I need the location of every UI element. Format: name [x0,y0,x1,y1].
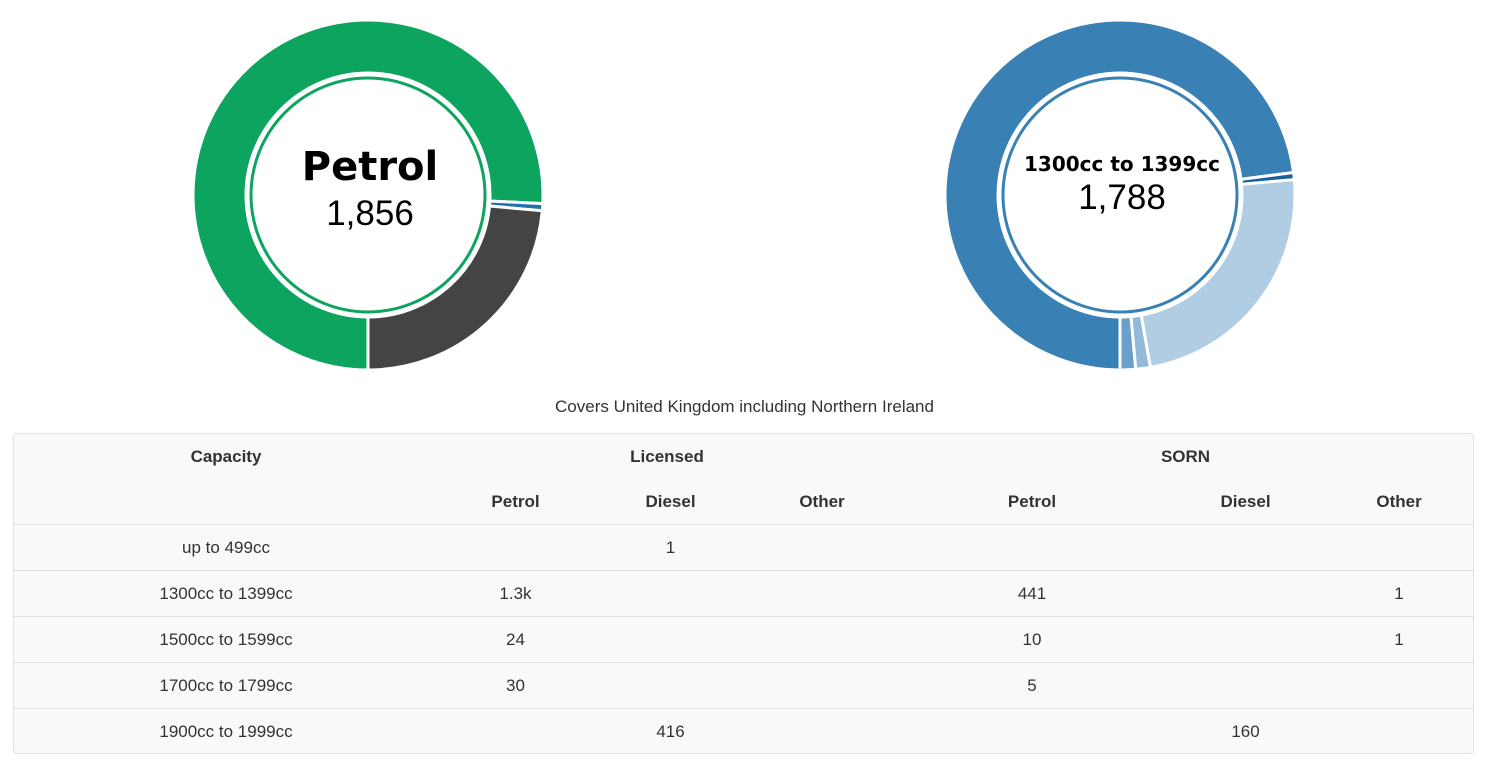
cell-licensed-diesel: 416 [593,708,748,753]
cell-sorn-other [1323,708,1473,753]
cell-licensed-diesel [593,570,748,617]
cell-licensed-diesel [593,616,748,663]
cell-sorn-petrol: 441 [896,570,1169,617]
cell-licensed-other [748,708,897,753]
capacity-slice-2[interactable] [1139,178,1297,370]
capacity-slice-4[interactable] [1118,314,1138,372]
cell-sorn-diesel [1168,524,1324,571]
cell-sorn-diesel [1168,616,1324,663]
capacity-donut-svg [943,18,1297,372]
cell-licensed-other [748,524,897,571]
cell-licensed-petrol: 24 [438,616,593,663]
cell-licensed-petrol [438,524,593,571]
cell-capacity: 1900cc to 1999cc [14,708,438,753]
cell-licensed-petrol: 1.3k [438,570,593,617]
cell-sorn-other [1323,524,1473,571]
cell-licensed-petrol: 30 [438,662,593,709]
header-licensed: Licensed [630,446,704,466]
table-row: 1500cc to 1599cc 24 10 1 [14,616,1473,663]
table-row: up to 499cc 1 [14,524,1473,571]
cell-licensed-diesel [593,662,748,709]
header-sorn-diesel: Diesel [1220,491,1271,511]
cell-licensed-diesel: 1 [593,524,748,571]
capacity-slice-inner-ring [1001,76,1239,314]
cell-sorn-diesel [1168,570,1324,617]
header-blank [14,479,438,525]
vehicle-capacity-table: Capacity Licensed SORN Petrol Diesel Oth… [13,433,1474,754]
cell-sorn-diesel: 160 [1168,708,1324,753]
fuel-type-donut-svg [191,18,545,372]
cell-sorn-petrol [896,524,1169,571]
cell-capacity: 1500cc to 1599cc [14,616,438,663]
fuel-type-donut-chart[interactable]: Petrol 1,856 [180,0,560,385]
capacity-donut-chart[interactable]: 1300cc to 1399cc 1,788 [932,0,1312,385]
header-sorn-petrol: Petrol [1007,491,1057,511]
capacity-table: Capacity Licensed SORN Petrol Diesel Oth… [14,434,1473,753]
header-sorn: SORN [1160,446,1211,466]
table-row: 1300cc to 1399cc 1.3k 441 1 [14,570,1473,617]
cell-sorn-diesel [1168,662,1324,709]
table-row: 1900cc to 1999cc 416 160 [14,708,1473,753]
header-licensed-other: Other [799,491,845,511]
cell-licensed-petrol [438,708,593,753]
header-capacity: Capacity [190,446,262,466]
cell-capacity: 1300cc to 1399cc [14,570,438,617]
cell-sorn-petrol: 10 [896,616,1169,663]
cell-sorn-other [1323,662,1473,709]
fuel-slice-0[interactable] [191,18,545,372]
header-sorn-other: Other [1376,491,1422,511]
cell-sorn-petrol: 5 [896,662,1169,709]
cell-licensed-other [748,616,897,663]
cell-sorn-other: 1 [1323,570,1473,617]
coverage-caption: Covers United Kingdom including Northern… [555,397,934,416]
fuel-slice-inner-ring [249,76,487,314]
cell-licensed-other [748,570,897,617]
table-row: 1700cc to 1799cc 30 5 [14,662,1473,709]
cell-capacity: up to 499cc [14,524,438,571]
header-licensed-diesel: Diesel [645,491,696,511]
cell-capacity: 1700cc to 1799cc [14,662,438,709]
cell-sorn-other: 1 [1323,616,1473,663]
fuel-slice-2[interactable] [366,204,544,372]
capacity-slice-0[interactable] [943,18,1296,372]
header-licensed-petrol: Petrol [491,491,540,511]
cell-sorn-petrol [896,708,1169,753]
cell-licensed-other [748,662,897,709]
